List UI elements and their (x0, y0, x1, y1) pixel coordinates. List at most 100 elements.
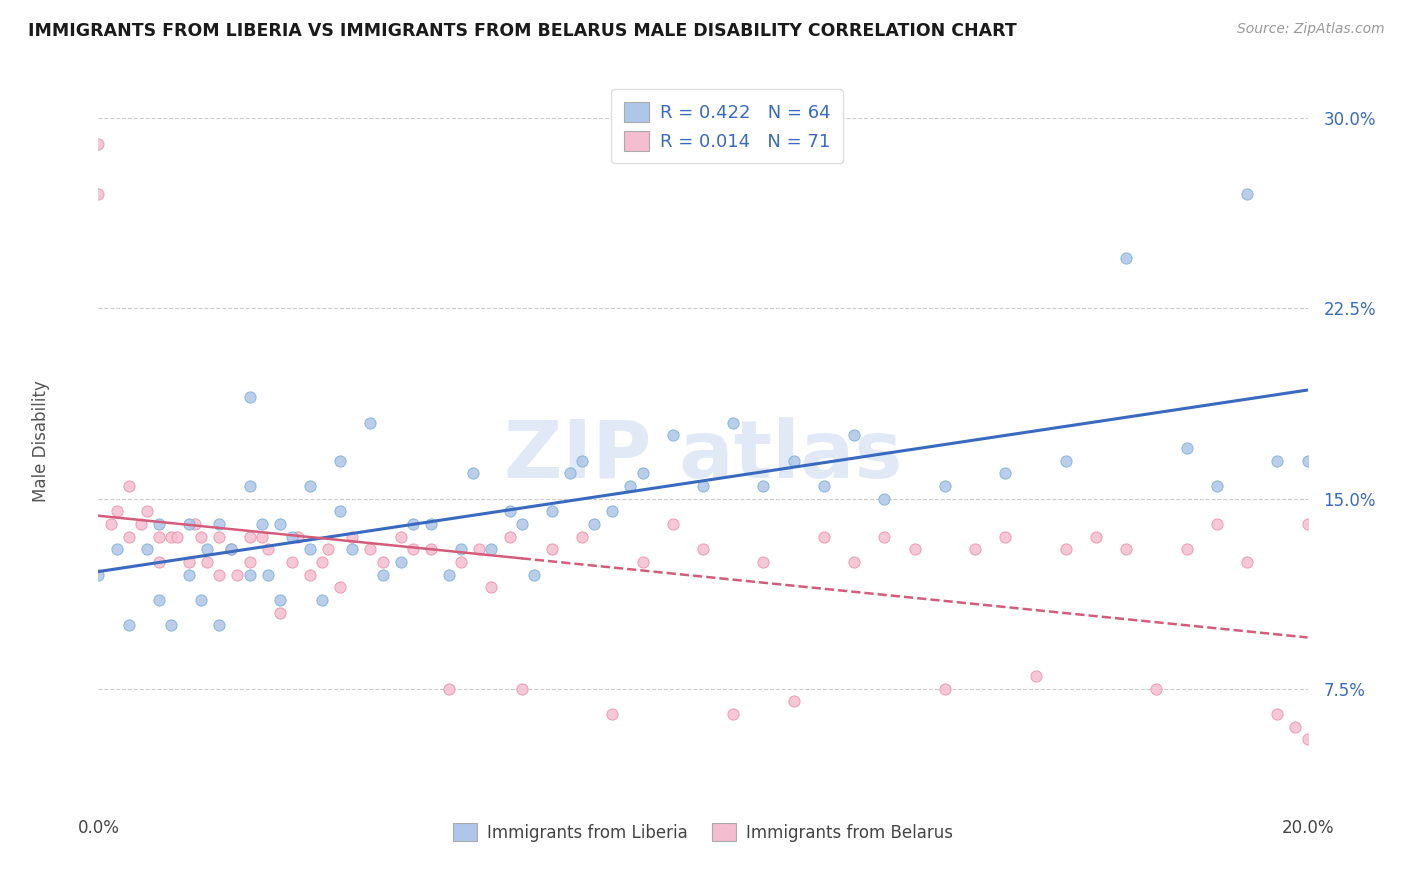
Point (437, 567, 460, 582)
Point (87, 187, 110, 202)
Point (100, 516, 122, 531)
Point (250, 516, 273, 531)
Point (208, 530, 231, 544)
Point (281, 555, 304, 569)
Point (281, 530, 304, 544)
Point (135, 542, 157, 557)
Point (904, 542, 927, 557)
Point (239, 479, 262, 493)
Point (1296, 732, 1319, 747)
Point (87, 136, 110, 151)
Point (571, 453, 593, 467)
Point (329, 504, 352, 518)
Point (1054, 453, 1077, 467)
Point (813, 530, 835, 544)
Point (148, 555, 170, 569)
Point (1115, 542, 1137, 557)
Point (510, 516, 533, 531)
Point (118, 530, 141, 544)
Point (371, 567, 394, 582)
Point (160, 530, 183, 544)
Point (105, 504, 128, 518)
Point (873, 491, 896, 506)
Point (226, 567, 249, 582)
Point (437, 681, 460, 696)
Point (1267, 707, 1289, 722)
Point (540, 504, 562, 518)
Point (619, 479, 641, 493)
Point (239, 567, 262, 582)
Point (481, 580, 503, 594)
Point (420, 542, 443, 557)
Point (316, 542, 339, 557)
Point (195, 555, 218, 569)
Point (402, 542, 425, 557)
Point (208, 567, 231, 582)
Point (179, 516, 201, 531)
Point (299, 479, 322, 493)
Point (873, 530, 896, 544)
Point (239, 530, 262, 544)
Point (299, 542, 322, 557)
Point (540, 542, 562, 557)
Point (844, 428, 866, 442)
Point (420, 516, 443, 531)
Point (723, 707, 745, 722)
Point (221, 542, 243, 557)
Point (571, 530, 593, 544)
Point (269, 606, 291, 620)
Point (994, 467, 1017, 481)
Point (583, 516, 606, 531)
Point (1206, 479, 1229, 493)
Point (1206, 516, 1229, 531)
Point (498, 504, 520, 518)
Point (287, 530, 309, 544)
Point (934, 479, 956, 493)
Text: Source: ZipAtlas.com: Source: ZipAtlas.com (1237, 22, 1385, 37)
Point (311, 593, 333, 607)
Point (208, 618, 231, 632)
Point (184, 516, 207, 531)
Point (450, 555, 472, 569)
Point (1085, 530, 1108, 544)
Point (148, 530, 170, 544)
Point (360, 542, 382, 557)
Point (994, 530, 1017, 544)
Point (239, 390, 262, 404)
Point (208, 516, 231, 531)
Point (481, 542, 503, 557)
Point (342, 542, 364, 557)
Legend: Immigrants from Liberia, Immigrants from Belarus: Immigrants from Liberia, Immigrants from… (447, 817, 959, 848)
Point (371, 555, 394, 569)
Y-axis label: Male Disability: Male Disability (32, 381, 49, 502)
Point (723, 416, 745, 430)
Point (195, 542, 218, 557)
Point (160, 618, 183, 632)
Point (631, 555, 654, 569)
Point (523, 567, 546, 582)
Point (105, 542, 128, 557)
Point (256, 542, 278, 557)
Point (129, 516, 152, 531)
Point (135, 504, 157, 518)
Point (752, 479, 775, 493)
Point (360, 416, 382, 430)
Point (402, 516, 425, 531)
Point (1296, 453, 1319, 467)
Text: ZIP atlas: ZIP atlas (503, 417, 903, 495)
Point (558, 467, 581, 481)
Point (148, 593, 170, 607)
Point (692, 542, 714, 557)
Point (87, 567, 110, 582)
Point (1115, 251, 1137, 265)
Point (450, 542, 472, 557)
Point (752, 555, 775, 569)
Point (389, 530, 412, 544)
Point (1284, 720, 1306, 734)
Point (602, 707, 624, 722)
Point (1175, 542, 1198, 557)
Point (166, 530, 188, 544)
Point (463, 467, 485, 481)
Point (844, 555, 866, 569)
Point (934, 681, 956, 696)
